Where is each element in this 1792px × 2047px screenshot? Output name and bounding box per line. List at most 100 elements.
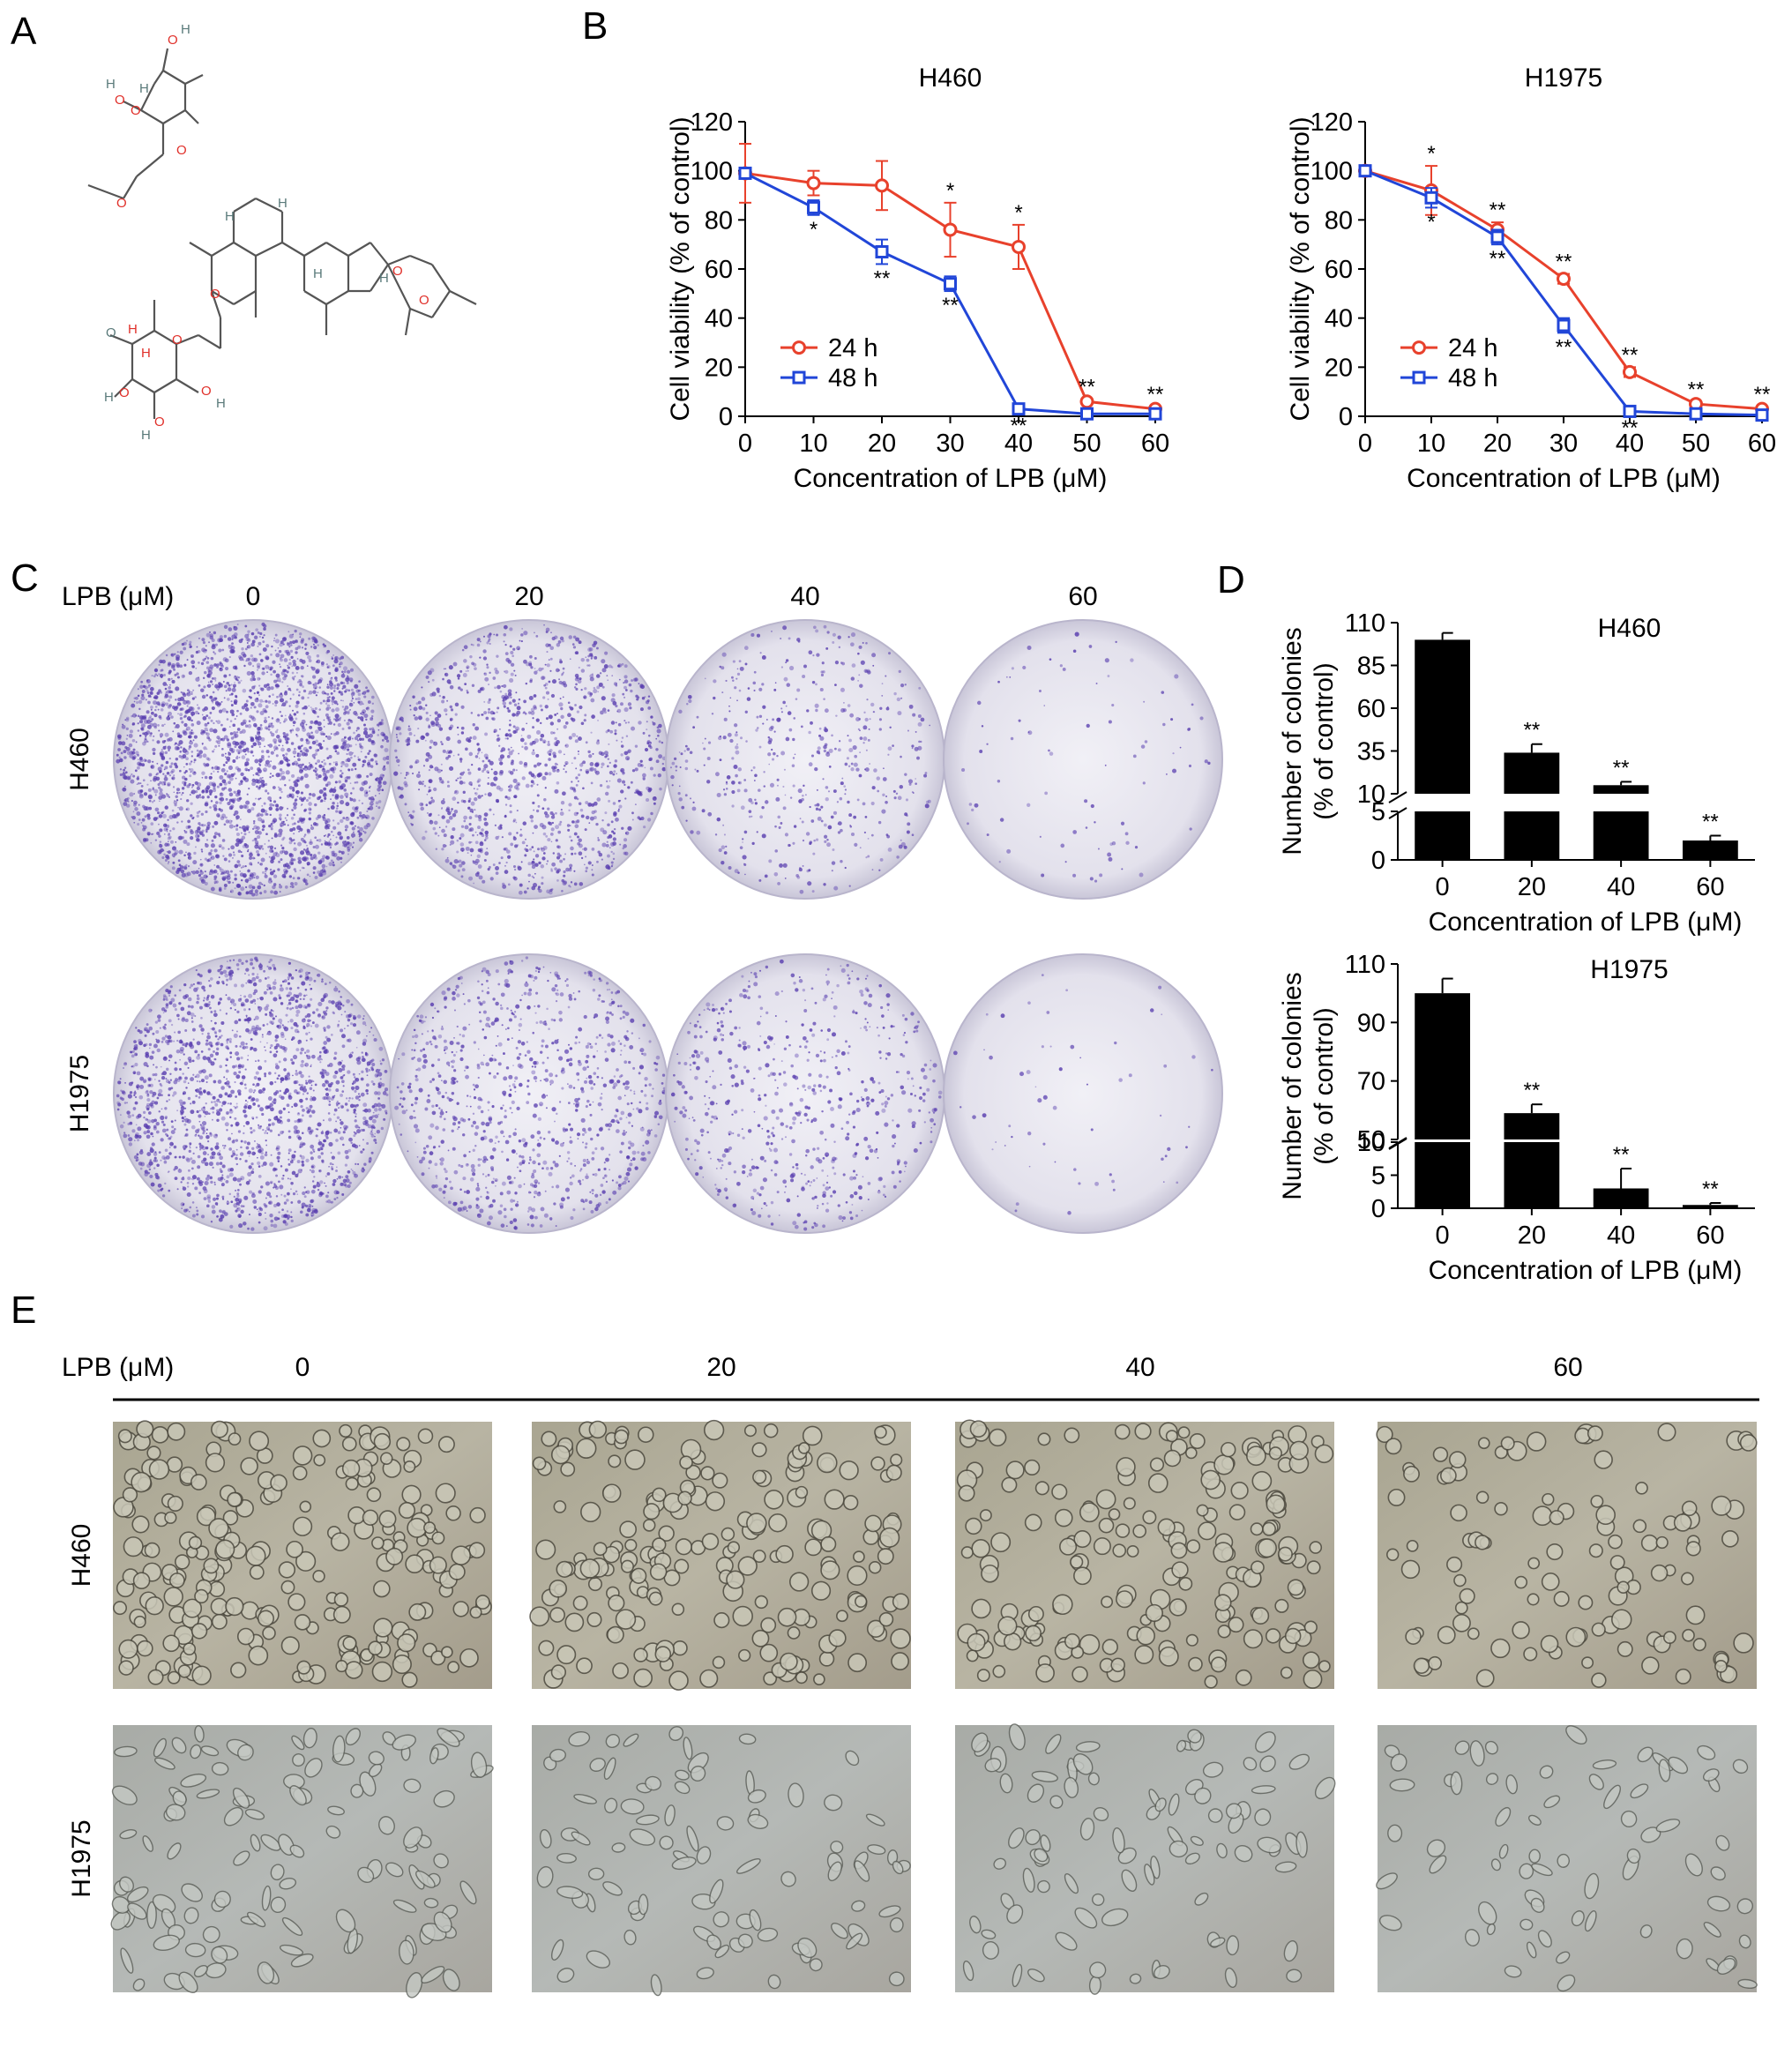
y-tick-label: 20: [705, 354, 733, 382]
axis-break-mark: [1388, 807, 1407, 819]
colony-dot: [581, 848, 584, 850]
colony-dot: [135, 741, 138, 743]
colony-dot: [415, 702, 419, 706]
colony-dot: [150, 765, 155, 769]
colony-dot: [235, 731, 239, 734]
colony-dot: [235, 694, 238, 698]
colony-dot: [252, 773, 255, 776]
colony-dot: [335, 810, 339, 813]
colony-dot: [343, 788, 347, 792]
colony-dot: [301, 696, 305, 700]
colony-dot: [759, 815, 763, 819]
colony-dot: [888, 652, 892, 655]
colony-dot: [377, 721, 382, 726]
colony-dot: [1143, 700, 1146, 703]
colony-dot: [377, 783, 382, 788]
colony-dot: [168, 677, 171, 682]
colony-dot: [142, 804, 146, 809]
colony-dot: [559, 859, 564, 863]
colony-dot: [210, 656, 214, 661]
colony-dot: [177, 806, 179, 809]
colony-dot: [326, 842, 331, 847]
colony-dot: [508, 832, 512, 836]
colony-dot: [493, 771, 498, 776]
colony-dot: [302, 706, 305, 710]
colony-dot: [341, 728, 345, 730]
colony-dot: [865, 641, 868, 645]
colony-dot: [479, 656, 482, 659]
colony-dot: [166, 771, 170, 775]
colony-dot: [736, 743, 738, 745]
colony-dot: [671, 784, 674, 787]
colony-dot: [273, 800, 277, 803]
colony-dot: [864, 767, 870, 773]
colony-dot: [211, 639, 215, 642]
colony-dot: [615, 683, 617, 685]
colony-dot: [240, 866, 243, 869]
colony-dot: [1121, 868, 1124, 870]
colony-dot: [259, 892, 263, 895]
colony-dot: [655, 748, 659, 751]
colony-dot: [225, 816, 228, 819]
colony-dot: [827, 790, 831, 793]
colony-dot: [881, 694, 884, 697]
colony-dot: [329, 773, 334, 779]
colony-dot: [735, 773, 738, 778]
colony-dot: [325, 747, 329, 751]
colony-dot: [261, 828, 265, 832]
colony-dot: [170, 653, 175, 657]
colony-dot: [330, 805, 335, 810]
colony-dot: [317, 774, 322, 779]
colony-dot: [219, 782, 223, 787]
colony-dot: [399, 794, 403, 797]
colony-dot: [652, 721, 654, 723]
colony-dot: [716, 817, 721, 822]
colony-dot: [671, 761, 676, 766]
colony-dot: [190, 751, 194, 753]
colony-dot: [182, 691, 186, 696]
colony-dot: [233, 734, 237, 739]
colony-dot: [171, 809, 175, 812]
bar-0-upper: [1415, 993, 1471, 1139]
colony-dot: [282, 643, 285, 646]
colony-dot: [237, 839, 243, 845]
colony-dot: [226, 682, 229, 685]
colony-dot: [606, 675, 609, 677]
colony-dot: [799, 818, 802, 820]
colony-dot: [578, 753, 579, 755]
colony-dot: [336, 804, 340, 808]
data-point: [807, 200, 820, 214]
colony-dot: [508, 770, 511, 773]
colony-dot: [132, 774, 136, 778]
colony-dot: [614, 732, 617, 736]
colony-dot: [286, 670, 289, 674]
colony-dot: [258, 764, 262, 766]
colony-dot: [314, 706, 317, 711]
colony-dot: [649, 766, 653, 771]
colony-dot: [607, 758, 610, 760]
colony-dot: [728, 705, 730, 707]
colony-dot: [350, 821, 354, 825]
colony-dot: [457, 739, 462, 744]
colony-dot: [265, 789, 268, 793]
colony-dot: [549, 811, 554, 815]
colony-dot: [164, 687, 168, 691]
colony-dot: [825, 797, 829, 802]
colony-dot: [578, 736, 582, 741]
colony-dot: [300, 837, 304, 841]
colony-dot: [247, 657, 251, 661]
colony-dot: [312, 710, 317, 714]
colony-dot: [187, 852, 191, 856]
colony-dot: [476, 743, 480, 746]
colony-dot: [242, 688, 247, 693]
colony-dot: [316, 839, 318, 841]
colony-dot: [296, 658, 299, 660]
colony-dot: [231, 820, 233, 822]
colony-dot: [492, 863, 496, 866]
colony-dot: [444, 668, 447, 670]
colony-dot: [302, 763, 304, 766]
colony-dot: [256, 697, 258, 700]
colony-dot: [197, 826, 201, 831]
colony-dot: [658, 740, 661, 743]
colony-dot: [585, 870, 588, 873]
